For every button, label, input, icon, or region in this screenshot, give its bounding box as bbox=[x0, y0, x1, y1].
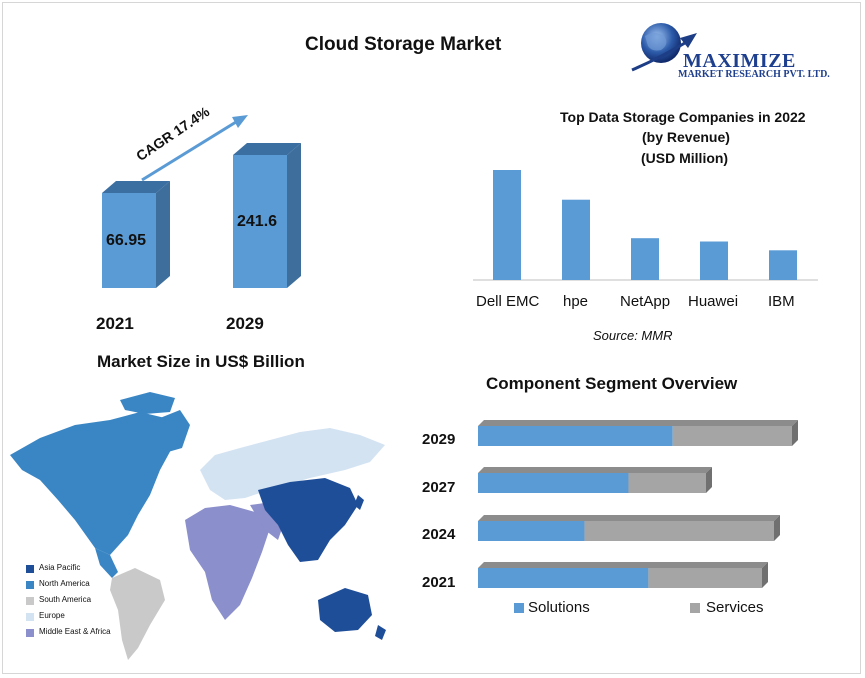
segment-top-2027 bbox=[478, 467, 712, 473]
segment-side-2024 bbox=[774, 515, 780, 541]
map-legend-swatch-middle-east-africa bbox=[26, 629, 34, 637]
company-bar-huawei bbox=[700, 241, 728, 280]
map-legend-swatch-south-america bbox=[26, 597, 34, 605]
x-label-2021: 2021 bbox=[96, 314, 134, 333]
company-bar-ibm bbox=[769, 250, 797, 280]
page-title: Cloud Storage Market bbox=[305, 34, 502, 55]
company-bar-dell-emc bbox=[493, 170, 521, 280]
logo-name: MAXIMIZE bbox=[683, 50, 796, 72]
segment-top-2021 bbox=[478, 562, 768, 568]
bar-2021 bbox=[102, 193, 156, 288]
segment-solutions-2021 bbox=[478, 568, 649, 588]
company-label-ibm: IBM bbox=[768, 293, 795, 310]
bar-top-2029 bbox=[233, 143, 301, 155]
map-legend-europe: Europe bbox=[39, 611, 65, 620]
segment-solutions-2024 bbox=[478, 521, 585, 541]
company-label-dell-emc: Dell EMC bbox=[476, 293, 540, 310]
segment-services-2027 bbox=[628, 473, 706, 493]
segment-top-2029 bbox=[478, 420, 798, 426]
map-legend-middle-east-africa: Middle East & Africa bbox=[39, 627, 111, 636]
segment-services-2021 bbox=[648, 568, 762, 588]
segment-services-2024 bbox=[584, 521, 774, 541]
segment-title: Component Segment Overview bbox=[486, 374, 738, 393]
legend-label-services: Services bbox=[706, 599, 764, 616]
segment-side-2027 bbox=[706, 467, 712, 493]
map-legend-asia-pacific: Asia Pacific bbox=[39, 563, 81, 572]
company-bar-netapp bbox=[631, 238, 659, 280]
bar-value-label-2021: 66.95 bbox=[106, 232, 147, 249]
map-legend-swatch-asia-pacific bbox=[26, 565, 34, 573]
companies-title-line2: (by Revenue) bbox=[642, 129, 730, 145]
cagr-arrow-head bbox=[232, 115, 248, 128]
map-legend-north-america: North America bbox=[39, 579, 90, 588]
chart-source: Source: MMR bbox=[593, 328, 673, 343]
bar-value-label-2029: 241.6 bbox=[237, 213, 278, 230]
bar-side-2021 bbox=[156, 181, 170, 288]
companies-title-line1: Top Data Storage Companies in 2022 bbox=[560, 109, 806, 125]
company-label-netapp: NetApp bbox=[620, 293, 671, 310]
logo-subtitle: MARKET RESEARCH PVT. LTD. bbox=[678, 69, 830, 80]
map-legend-swatch-north-america bbox=[26, 581, 34, 589]
legend-swatch-solutions bbox=[514, 603, 524, 613]
company-bar-hpe bbox=[562, 199, 590, 280]
segment-solutions-2027 bbox=[478, 473, 629, 493]
segment-side-2021 bbox=[762, 562, 768, 588]
map-legend-south-america: South America bbox=[39, 595, 92, 604]
segment-services-2029 bbox=[672, 426, 792, 446]
bar-2029 bbox=[233, 155, 287, 288]
segment-year-2029: 2029 bbox=[422, 431, 456, 448]
legend-label-solutions: Solutions bbox=[528, 599, 590, 616]
legend-swatch-services bbox=[690, 603, 700, 613]
cagr-arrow bbox=[141, 120, 237, 182]
segment-year-2027: 2027 bbox=[422, 479, 456, 496]
segment-side-2029 bbox=[792, 420, 798, 446]
bar-top-2021 bbox=[102, 181, 170, 193]
bar-side-2029 bbox=[287, 143, 301, 288]
market-size-title: Market Size in US$ Billion bbox=[97, 352, 305, 371]
segment-solutions-2029 bbox=[478, 426, 673, 446]
map-legend-swatch-europe bbox=[26, 613, 34, 621]
company-label-hpe: hpe bbox=[563, 293, 589, 310]
company-label-huawei: Huawei bbox=[688, 293, 739, 310]
companies-title-line3: (USD Million) bbox=[641, 150, 729, 166]
x-label-2029: 2029 bbox=[226, 314, 264, 333]
segment-top-2024 bbox=[478, 515, 780, 521]
segment-year-2021: 2021 bbox=[422, 574, 456, 591]
segment-year-2024: 2024 bbox=[422, 526, 456, 543]
